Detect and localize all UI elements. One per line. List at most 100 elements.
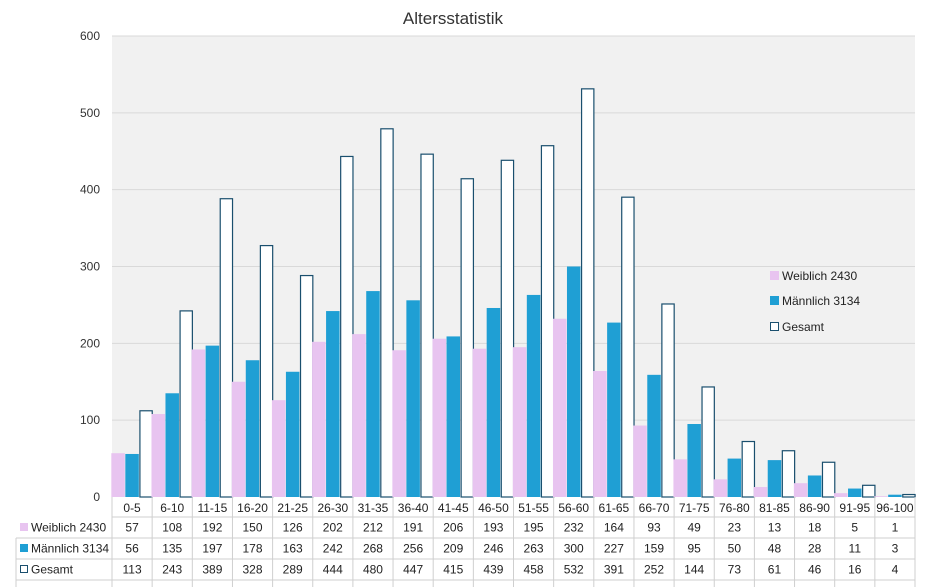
bar-weiblich-46-50 <box>472 348 487 497</box>
data-label: 192 <box>202 521 222 535</box>
x-tick-label: 61-65 <box>599 501 630 515</box>
bar-weiblich-6-10 <box>151 414 165 497</box>
table-series-name: Weiblich 2430 <box>31 521 106 535</box>
data-label: 480 <box>363 563 383 577</box>
table-series-name: Männlich 3134 <box>31 542 109 556</box>
data-label: 193 <box>483 521 503 535</box>
bar-gesamt-76-80 <box>741 440 756 498</box>
bar-männlich-26-30 <box>326 311 340 497</box>
legend-label: Gesamt <box>782 320 825 334</box>
legend-key <box>770 271 779 280</box>
x-tick-label: 66-70 <box>639 501 670 515</box>
data-label: 256 <box>403 542 423 556</box>
bar-gesamt-51-55 <box>540 145 555 498</box>
x-tick-label: 91-95 <box>839 501 870 515</box>
x-tick-label: 36-40 <box>398 501 429 515</box>
table-series-key <box>20 544 28 552</box>
data-label: 391 <box>604 563 624 577</box>
bar-gesamt-36-40 <box>420 153 434 498</box>
bar-weiblich-91-95 <box>834 493 848 497</box>
data-label: 447 <box>403 563 423 577</box>
bar-gesamt-81-85 <box>781 450 796 498</box>
table-series-key <box>20 565 28 573</box>
bar-gesamt-41-45 <box>460 178 475 498</box>
legend-key <box>770 322 779 331</box>
x-tick-label: 71-75 <box>679 501 710 515</box>
bar-männlich-46-50 <box>486 307 501 497</box>
y-tick-label: 400 <box>80 183 100 197</box>
data-label: 11 <box>849 542 862 556</box>
bar-weiblich-76-80 <box>713 479 728 497</box>
data-label: 300 <box>564 542 584 556</box>
bar-weiblich-81-85 <box>753 487 768 497</box>
bar-männlich-36-40 <box>406 300 420 497</box>
bar-männlich-61-65 <box>607 322 621 497</box>
bar-gesamt-86-90 <box>821 461 836 498</box>
data-label: 126 <box>283 521 303 535</box>
bar-gesamt-6-10 <box>179 310 193 498</box>
bar-männlich-76-80 <box>727 458 742 497</box>
data-label: 532 <box>564 563 584 577</box>
data-label: 243 <box>162 563 182 577</box>
data-label: 18 <box>808 521 822 535</box>
x-tick-label: 0-5 <box>123 501 141 515</box>
y-tick-label: 100 <box>80 413 100 427</box>
data-label: 16 <box>848 563 862 577</box>
bar-gesamt-71-75 <box>701 386 715 498</box>
bar-weiblich-0-5 <box>111 453 125 497</box>
data-label: 206 <box>443 521 463 535</box>
data-label: 150 <box>243 521 263 535</box>
data-label: 144 <box>684 563 704 577</box>
table-series-name: Gesamt <box>31 563 74 577</box>
data-label: 252 <box>644 563 664 577</box>
bar-männlich-6-10 <box>165 393 179 497</box>
bar-weiblich-51-55 <box>512 347 527 497</box>
bar-gesamt-0-5 <box>139 410 153 498</box>
data-label: 108 <box>162 521 182 535</box>
table-series-key <box>20 523 28 531</box>
bar-männlich-51-55 <box>526 294 541 497</box>
bar-männlich-0-5 <box>125 453 139 497</box>
data-label: 263 <box>524 542 544 556</box>
data-label: 232 <box>564 521 584 535</box>
y-tick-label: 600 <box>80 29 100 43</box>
data-label: 191 <box>403 521 423 535</box>
data-label: 328 <box>243 563 263 577</box>
bar-männlich-96-100 <box>888 494 902 497</box>
data-label: 159 <box>644 542 664 556</box>
data-label: 1 <box>892 521 899 535</box>
data-label: 93 <box>647 521 661 535</box>
legend-label: Weiblich 2430 <box>782 269 857 283</box>
bar-männlich-86-90 <box>807 475 822 497</box>
chart-title: Altersstatistik <box>403 9 504 28</box>
y-tick-label: 300 <box>80 260 100 274</box>
bar-weiblich-56-60 <box>552 318 567 497</box>
bar-männlich-66-70 <box>647 374 661 497</box>
x-tick-label: 96-100 <box>876 501 914 515</box>
bar-männlich-56-60 <box>566 266 581 497</box>
bar-weiblich-66-70 <box>633 425 647 497</box>
y-tick-label: 500 <box>80 106 100 120</box>
data-label: 227 <box>604 542 624 556</box>
data-label: 195 <box>524 521 544 535</box>
bar-männlich-81-85 <box>767 460 782 497</box>
data-label: 50 <box>728 542 742 556</box>
bar-männlich-21-25 <box>285 371 300 497</box>
x-tick-label: 26-30 <box>317 501 348 515</box>
data-label: 268 <box>363 542 383 556</box>
data-label: 46 <box>808 563 822 577</box>
data-label: 444 <box>323 563 343 577</box>
bar-gesamt-61-65 <box>621 196 635 498</box>
data-label: 246 <box>483 542 503 556</box>
data-label: 13 <box>768 521 782 535</box>
bar-weiblich-11-15 <box>191 349 206 497</box>
x-tick-label: 81-85 <box>759 501 790 515</box>
bar-weiblich-36-40 <box>392 350 406 497</box>
x-tick-label: 86-90 <box>799 501 830 515</box>
bar-männlich-71-75 <box>687 424 701 497</box>
data-label: 202 <box>323 521 343 535</box>
bar-weiblich-96-100 <box>874 496 888 497</box>
data-label: 73 <box>728 563 742 577</box>
bar-gesamt-91-95 <box>862 484 876 498</box>
data-label: 242 <box>323 542 343 556</box>
